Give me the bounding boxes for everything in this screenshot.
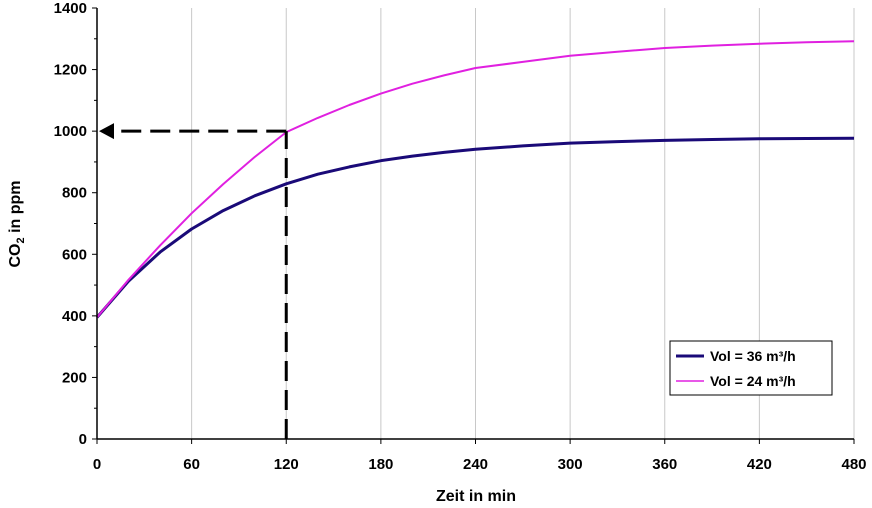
x-tick-label-60: 60: [183, 456, 200, 473]
series-line-2: [96, 40, 855, 319]
y-axis-title-prefix: CO: [7, 244, 24, 268]
axes: [92, 7, 855, 444]
x-tick-label-180: 180: [368, 456, 393, 473]
y-axis-title-subscript: 2: [15, 237, 27, 243]
x-axis-title: Zeit in min: [436, 488, 516, 505]
y-tick-label-1400: 1400: [54, 0, 87, 17]
x-tick-label-120: 120: [274, 456, 299, 473]
series-lines: [95, 40, 855, 319]
dashed-arrow-annotation: [99, 123, 288, 439]
y-tick-label-0: 0: [79, 431, 87, 448]
legend-label-series-1: Vol = 36 m³/h: [710, 348, 796, 364]
y-tick-label-200: 200: [62, 369, 87, 386]
x-tick-label-240: 240: [463, 456, 488, 473]
x-tick-label-360: 360: [652, 456, 677, 473]
y-tick-label-400: 400: [62, 308, 87, 325]
x-tick-label-480: 480: [841, 456, 866, 473]
y-axis-title: CO2 in ppm: [7, 180, 27, 267]
legend-label-series-2: Vol = 24 m³/h: [710, 373, 796, 389]
legend: Vol = 36 m³/h Vol = 24 m³/h: [669, 340, 833, 396]
x-tick-label-300: 300: [558, 456, 583, 473]
legend-box: [669, 340, 833, 396]
x-tick-label-420: 420: [747, 456, 772, 473]
y-tick-labels: 0 200 400 600 800 1000 1200 1400: [54, 0, 87, 448]
y-tick-label-800: 800: [62, 185, 87, 202]
vertical-gridlines: [191, 8, 855, 439]
x-tick-label-0: 0: [93, 456, 101, 473]
y-axis-title-suffix: in ppm: [7, 180, 24, 237]
y-tick-label-1000: 1000: [54, 123, 87, 140]
annotation-arrowhead: [99, 123, 114, 140]
series-line-1: [95, 136, 855, 319]
y-tick-label-600: 600: [62, 246, 87, 263]
x-tick-labels: 0 60 120 180 240 300 360 420 480: [93, 456, 867, 473]
y-tick-label-1200: 1200: [54, 62, 87, 79]
